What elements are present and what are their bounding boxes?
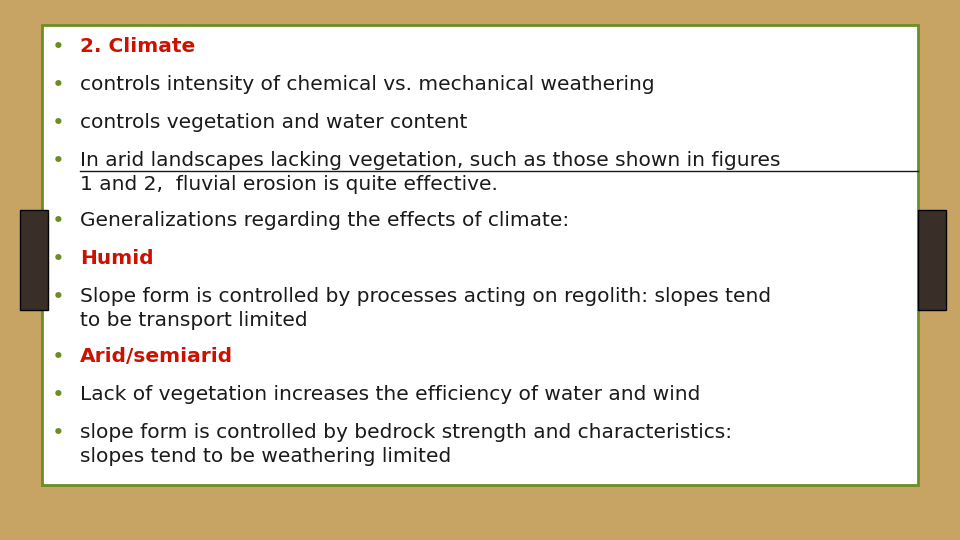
Text: •: •: [52, 37, 64, 57]
Text: Humid: Humid: [80, 249, 154, 268]
Text: •: •: [52, 249, 64, 269]
Text: •: •: [52, 113, 64, 133]
Text: Arid/semiarid: Arid/semiarid: [80, 347, 233, 366]
Text: Slope form is controlled by processes acting on regolith: slopes tend
to be tran: Slope form is controlled by processes ac…: [80, 287, 771, 330]
FancyBboxPatch shape: [20, 210, 48, 310]
Text: Lack of vegetation increases the efficiency of water and wind: Lack of vegetation increases the efficie…: [80, 385, 701, 404]
Text: Generalizations regarding the effects of climate:: Generalizations regarding the effects of…: [80, 211, 569, 230]
Text: In arid landscapes lacking vegetation, such as those shown in figures
1 and 2,  : In arid landscapes lacking vegetation, s…: [80, 151, 780, 194]
FancyBboxPatch shape: [918, 210, 946, 310]
Text: •: •: [52, 211, 64, 231]
Text: •: •: [52, 151, 64, 171]
Text: slope form is controlled by bedrock strength and characteristics:
slopes tend to: slope form is controlled by bedrock stre…: [80, 423, 732, 466]
Text: controls vegetation and water content: controls vegetation and water content: [80, 113, 468, 132]
Text: 2. Climate: 2. Climate: [80, 37, 195, 56]
Text: •: •: [52, 287, 64, 307]
Text: •: •: [52, 347, 64, 367]
Text: •: •: [52, 75, 64, 95]
Text: •: •: [52, 423, 64, 443]
Text: controls intensity of chemical vs. mechanical weathering: controls intensity of chemical vs. mecha…: [80, 75, 655, 94]
Text: •: •: [52, 385, 64, 405]
FancyBboxPatch shape: [42, 25, 918, 485]
